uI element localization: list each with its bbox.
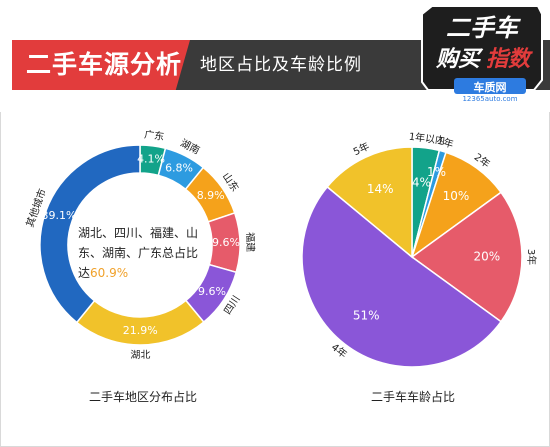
pie-slice-4 [301, 185, 503, 368]
donut-value-label-5: 21.9% [123, 324, 158, 337]
donut-center-text: 湖北、四川、福建、山 东、湖南、广东总占比 达60.9% [78, 225, 198, 280]
donut-value-label-6: 39.1% [42, 209, 77, 222]
center-line1: 湖北、四川、福建、山 [78, 225, 198, 240]
age-chart-title: 二手车车龄占比 [370, 390, 455, 404]
center-line2: 东、湖南、广东总占比 [78, 245, 198, 260]
pie-category-label-3: 3年 [525, 249, 538, 265]
page-title: 二手车源分析 [26, 50, 183, 79]
pie-category-label-1: 1年 [436, 134, 455, 151]
donut-category-label-3: 福建 [244, 232, 257, 252]
logo-line2a: 购买 [435, 47, 484, 72]
donut-value-label-3: 9.6% [212, 236, 240, 249]
logo-url: 12365auto.com [462, 95, 517, 103]
center-line3-prefix: 达 [78, 266, 90, 280]
logo-line2b: 指数 [486, 47, 533, 72]
pie-slice-5 [326, 146, 413, 259]
brand-logo: 二手车 购买 指数 车质网 12365auto.com [421, 5, 543, 103]
pie-value-label-1: 1% [427, 165, 446, 179]
donut-value-label-2: 8.9% [197, 189, 225, 202]
pie-value-label-0: 4% [412, 175, 431, 189]
donut-slice-6 [39, 144, 141, 324]
logo-line1: 二手车 [446, 14, 521, 42]
pie-value-label-3: 20% [473, 250, 500, 264]
center-line3-value: 60.9% [90, 266, 128, 280]
title-bar-red [12, 40, 190, 90]
donut-value-label-0: 4.1% [137, 153, 165, 166]
donut-category-label-0: 广东 [143, 128, 165, 143]
page-subtitle: 地区占比及车龄比例 [200, 55, 362, 75]
region-chart-title: 二手车地区分布占比 [88, 390, 197, 404]
donut-slice-5 [75, 299, 205, 346]
pie-value-label-5: 14% [367, 182, 394, 196]
pie-slice-3 [410, 191, 523, 323]
pie-value-label-2: 10% [443, 189, 470, 203]
logo-site: 车质网 [474, 80, 507, 94]
region-donut-chart: 4.1%广东6.8%湖南8.9%山东9.6% 福建9.6%四川21.9%湖北39.… [23, 128, 257, 361]
pie-value-label-4: 51% [353, 309, 380, 323]
svg-text:达60.9%: 达60.9% [78, 266, 128, 280]
donut-value-label-4: 9.6% [198, 285, 226, 298]
donut-value-label-1: 6.8% [165, 161, 193, 174]
donut-category-label-5: 湖北 [130, 349, 150, 361]
